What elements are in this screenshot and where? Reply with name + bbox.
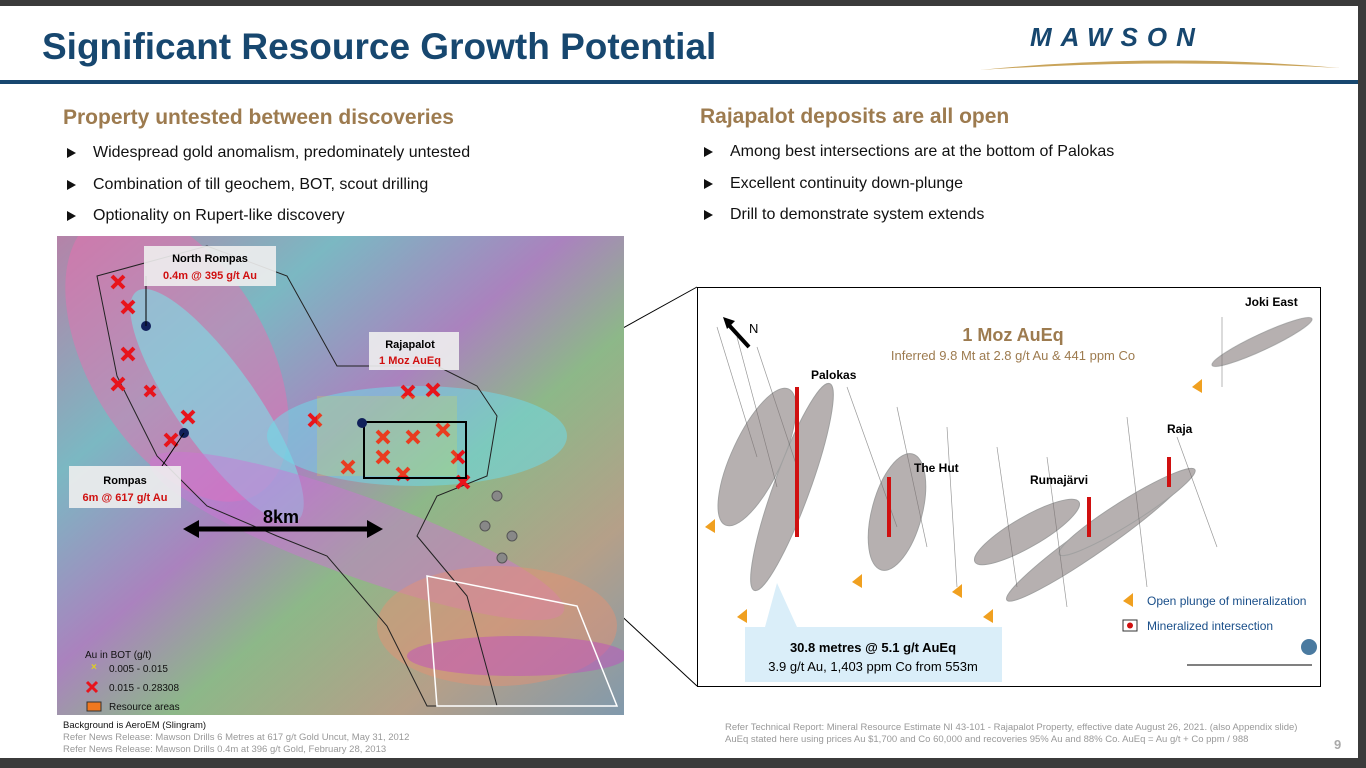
legend-item: 0.015 - 0.28308	[109, 683, 179, 694]
bullet: Optionality on Rupert-like discovery	[63, 207, 470, 239]
logo: MAWSON	[1030, 22, 1204, 52]
section-heading: Rajapalot deposits are all open	[700, 105, 1010, 128]
legend-item: Mineralized intersection	[1147, 619, 1273, 633]
bullet: Combination of till geochem, BOT, scout …	[63, 176, 470, 208]
bullet-list: Among best intersections are at the bott…	[700, 143, 1114, 238]
bullet: Among best intersections are at the bott…	[700, 143, 1114, 175]
deposit-label: Palokas	[811, 368, 857, 382]
callout-name: Rompas	[103, 475, 146, 487]
callout-detail: 0.4m @ 395 g/t Au	[163, 270, 257, 282]
footnote: Background is AeroEM (Slingram)	[63, 720, 207, 731]
callout-name: North Rompas	[172, 253, 248, 265]
footnote: Refer News Release: Mawson Drills 6 Metr…	[63, 732, 410, 743]
callout-detail: 6m @ 617 g/t Au	[83, 492, 168, 504]
callout-line: 30.8 metres @ 5.1 g/t AuEq	[790, 640, 956, 655]
deposit-label: Joki East	[1245, 295, 1298, 309]
footnote: Refer News Release: Mawson Drills 0.4m a…	[63, 744, 387, 755]
page-number: 9	[1334, 737, 1342, 752]
legend-title: Au in BOT (g/t)	[85, 650, 152, 661]
slide-title: Significant Resource Growth Potential	[42, 26, 717, 67]
logo-swoosh	[980, 60, 1340, 70]
legend-item: Resource areas	[109, 702, 180, 713]
header-rule	[0, 80, 1358, 84]
callout-name: Rajapalot	[385, 339, 435, 351]
section-subtitle: Inferred 9.8 Mt at 2.8 g/t Au & 441 ppm …	[891, 348, 1135, 363]
scale-label: 8km	[263, 507, 299, 527]
section-view: N 1 Moz AuEq Inferred 9.8 Mt at 2.8 g/t …	[697, 287, 1321, 687]
section-heading: Property untested between discoveries	[63, 106, 454, 129]
svg-text:×: ×	[91, 662, 97, 673]
footnote: AuEq stated here using prices Au $1,700 …	[725, 734, 1249, 745]
bullet: Drill to demonstrate system extends	[700, 206, 1114, 238]
deposit-label: Raja	[1167, 422, 1193, 436]
legend-item: 0.005 - 0.015	[109, 664, 168, 675]
deposit-label: Rumajärvi	[1030, 473, 1088, 487]
callout-detail: 1 Moz AuEq	[379, 355, 441, 367]
callout-line: 3.9 g/t Au, 1,403 ppm Co from 553m	[768, 659, 978, 674]
deposit-label: The Hut	[914, 461, 959, 475]
north-label: N	[749, 321, 758, 336]
legend-item: Open plunge of mineralization	[1147, 594, 1306, 608]
section-title: 1 Moz AuEq	[962, 325, 1063, 345]
bullet: Excellent continuity down-plunge	[700, 175, 1114, 207]
bullet: Widespread gold anomalism, predominately…	[63, 144, 470, 176]
bullet-list: Widespread gold anomalism, predominately…	[63, 144, 470, 239]
footnote: Refer Technical Report: Mineral Resource…	[725, 722, 1298, 733]
slide: Significant Resource Growth Potential MA…	[0, 6, 1358, 758]
geology-map: North Rompas 1 Moz AuEq 0.4m @ 395 g/t A…	[57, 236, 624, 715]
